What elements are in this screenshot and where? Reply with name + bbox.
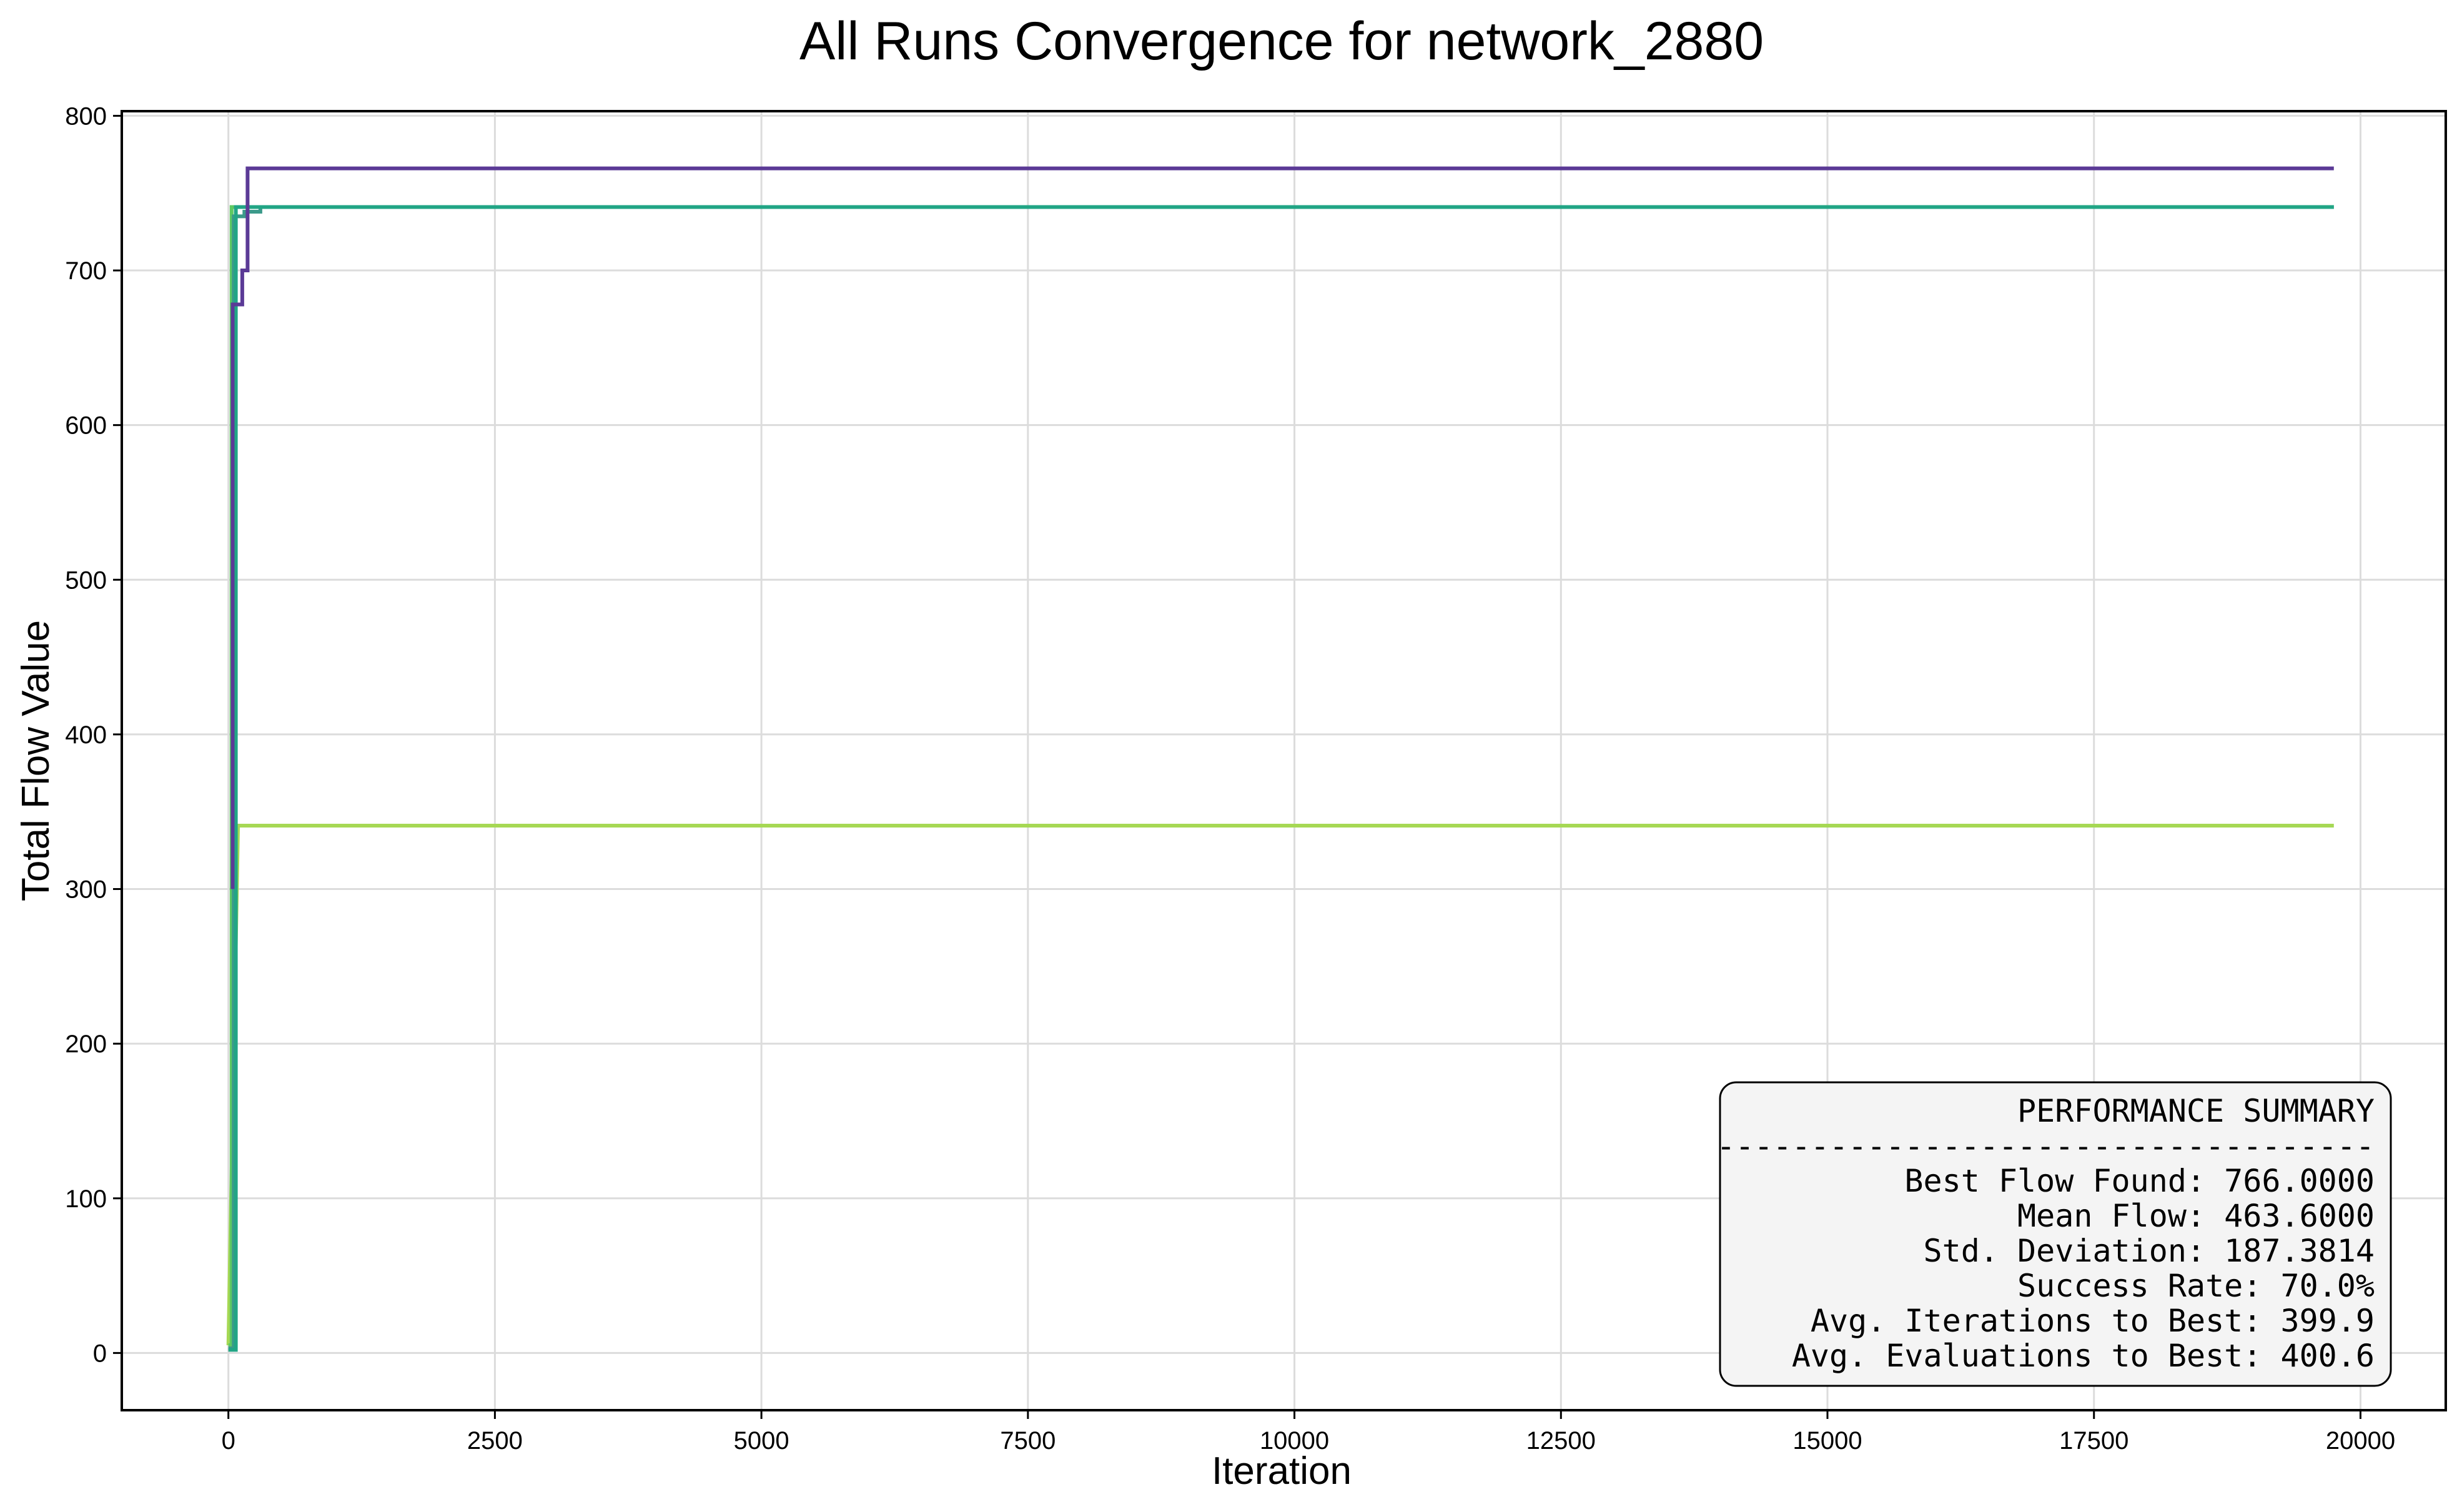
x-tick-label: 2500 xyxy=(467,1427,523,1455)
grid-lines xyxy=(122,111,2446,1410)
axis-ticks: 0 2500 5000 7500 10000 12500 15000 17500 20000 0 1… xyxy=(65,102,2395,1455)
y-tick-label: 300 xyxy=(65,876,107,904)
y-tick-label: 100 xyxy=(65,1185,107,1213)
series-line-2 xyxy=(228,205,538,1347)
summary-box xyxy=(1719,1081,2392,1387)
series-group xyxy=(226,166,2334,1352)
x-tick-label: 17500 xyxy=(2059,1427,2128,1455)
y-tick-label: 400 xyxy=(65,721,107,749)
x-tick-label: 10000 xyxy=(1260,1427,1329,1455)
summary-mean-flow: Mean Flow: 463.6000 xyxy=(2017,1198,2375,1234)
summary-separator: ----------------------------------- xyxy=(1716,1128,2375,1164)
summary-best-flow: Best Flow Found: 766.0000 xyxy=(1904,1163,2375,1199)
x-tick-label: 15000 xyxy=(1792,1427,1862,1455)
x-tick-label: 0 xyxy=(222,1427,235,1455)
x-tick-label: 20000 xyxy=(2326,1427,2395,1455)
summary-success-rate: Success Rate: 70.0% xyxy=(2017,1268,2375,1304)
y-tick-label: 700 xyxy=(65,257,107,285)
y-tick-label: 200 xyxy=(65,1030,107,1058)
summary-heading: PERFORMANCE SUMMARY xyxy=(2017,1093,2375,1129)
x-tick-label: 12500 xyxy=(1526,1427,1596,1455)
x-axis-label: Iteration xyxy=(1212,1450,1352,1493)
summary-avg-iterations: Avg. Iterations to Best: 399.9 xyxy=(1811,1303,2375,1339)
y-tick-label: 500 xyxy=(65,566,107,594)
summary-std-deviation: Std. Deviation: 187.3814 xyxy=(1924,1233,2375,1269)
summary-avg-evaluations: Avg. Evaluations to Best: 400.6 xyxy=(1792,1338,2375,1374)
series-line-5 xyxy=(230,166,2334,889)
series-line-4 xyxy=(228,205,2334,1352)
x-tick-label: 5000 xyxy=(734,1427,789,1455)
y-tick-label: 0 xyxy=(93,1340,107,1367)
plot-frame xyxy=(121,110,2447,1411)
chart-title: All Runs Convergence for network_2880 xyxy=(799,11,1764,71)
y-axis-label: Total Flow Value xyxy=(14,620,57,901)
performance-summary: PERFORMANCE SUMMARY --------------------… xyxy=(1716,1081,2392,1387)
x-tick-label: 7500 xyxy=(1000,1427,1055,1455)
y-tick-label: 600 xyxy=(65,412,107,440)
y-tick-label: 800 xyxy=(65,102,107,130)
